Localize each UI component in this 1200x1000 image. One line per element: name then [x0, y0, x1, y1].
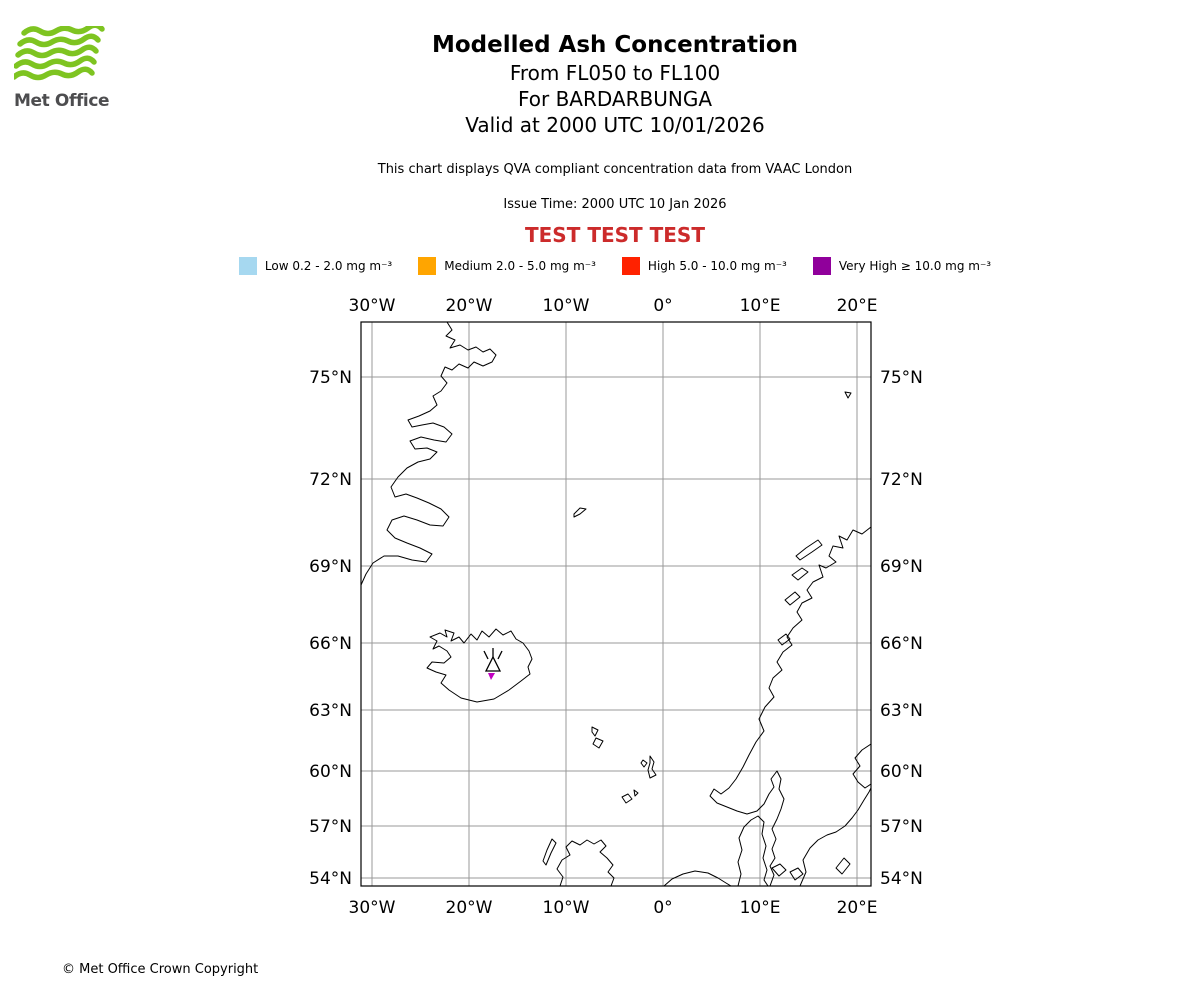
coastline-path — [591, 726, 599, 737]
coastline-path — [789, 867, 804, 881]
volcano-glyph — [484, 655, 502, 672]
coastline-path — [426, 628, 533, 703]
lat-label-left: 60°N — [309, 762, 352, 782]
volcano-glyph — [497, 650, 503, 660]
coastlines — [361, 322, 871, 886]
lon-label-bottom: 10°W — [543, 898, 590, 918]
coastline-path — [835, 857, 851, 875]
lat-label-right: 57°N — [880, 817, 923, 837]
met-office-logo: Met Office — [11, 22, 114, 111]
legend-swatch-medium — [418, 257, 437, 275]
coastline-path — [709, 526, 871, 886]
lat-label-left: 69°N — [309, 557, 352, 577]
legend-item-medium: Medium 2.0 - 5.0 mg m⁻³ — [418, 257, 596, 275]
legend-label-low: Low 0.2 - 2.0 mg m⁻³ — [264, 259, 393, 273]
issue-time: Issue Time: 2000 UTC 10 Jan 2026 — [503, 197, 727, 212]
lat-label-right: 66°N — [880, 634, 923, 654]
coastline-path — [592, 737, 604, 749]
header-block: Modelled Ash Concentration From FL050 to… — [30, 30, 1200, 275]
coastline-path — [844, 391, 852, 399]
subtitle-valid-time: Valid at 2000 UTC 10/01/2026 — [465, 113, 765, 137]
legend-item-very-high: Very High ≥ 10.0 mg m⁻³ — [812, 257, 992, 275]
lat-label-left: 63°N — [309, 701, 352, 721]
coastline-path — [771, 863, 787, 877]
lat-label-right: 60°N — [880, 762, 923, 782]
coastline-path — [542, 838, 557, 866]
coastline-path — [791, 567, 809, 581]
volcano-marker — [488, 673, 495, 680]
legend-item-high: High 5.0 - 10.0 mg m⁻³ — [621, 257, 787, 275]
volcano-glyph — [483, 650, 489, 660]
lon-label-top: 30°W — [349, 296, 396, 316]
coastline-path — [784, 591, 801, 606]
lat-label-left: 72°N — [309, 470, 352, 490]
lat-label-left: 75°N — [309, 368, 352, 388]
coastline-path — [777, 633, 791, 646]
coastline-path — [556, 839, 615, 886]
coastline-path — [621, 793, 633, 804]
coastline-path — [795, 539, 823, 561]
coastline-path — [852, 743, 871, 789]
lon-label-bottom: 0° — [653, 898, 672, 918]
coastline-path — [640, 759, 648, 768]
map-frame — [360, 321, 872, 887]
legend-swatch-very-high — [812, 257, 831, 275]
lon-label-top: 10°E — [740, 296, 781, 316]
legend-label-high: High 5.0 - 10.0 mg m⁻³ — [647, 259, 787, 273]
coastline-path — [573, 507, 587, 518]
coastline-path — [647, 755, 657, 779]
lat-label-right: 63°N — [880, 701, 923, 721]
subtitle-volcano: For BARDARBUNGA — [517, 87, 713, 111]
lat-label-left: 57°N — [309, 817, 352, 837]
page-title: Modelled Ash Concentration — [431, 32, 799, 58]
test-banner: TEST TEST TEST — [525, 223, 705, 247]
lat-label-right: 72°N — [880, 470, 923, 490]
coastline-path — [799, 787, 871, 886]
lon-label-bottom: 20°E — [837, 898, 878, 918]
legend: Low 0.2 - 2.0 mg m⁻³ Medium 2.0 - 5.0 mg… — [30, 257, 1200, 275]
lat-label-left: 66°N — [309, 634, 352, 654]
chart-description: This chart displays QVA compliant concen… — [377, 162, 853, 177]
lon-label-top: 20°W — [446, 296, 493, 316]
lat-label-left: 54°N — [309, 869, 352, 889]
copyright: © Met Office Crown Copyright — [62, 962, 259, 977]
lat-label-right: 75°N — [880, 368, 923, 388]
coastline-path — [633, 789, 639, 797]
subtitle-flight-levels: From FL050 to FL100 — [509, 61, 721, 85]
legend-label-very-high: Very High ≥ 10.0 mg m⁻³ — [838, 259, 992, 273]
met-office-wordmark: Met Office — [14, 91, 110, 111]
lon-label-top: 20°E — [837, 296, 878, 316]
legend-label-medium: Medium 2.0 - 5.0 mg m⁻³ — [444, 259, 596, 273]
coastline-path — [361, 322, 497, 586]
coastline-path — [663, 870, 732, 886]
coastline-path — [737, 815, 769, 886]
lon-label-top: 0° — [653, 296, 672, 316]
lon-label-top: 10°W — [543, 296, 590, 316]
legend-item-low: Low 0.2 - 2.0 mg m⁻³ — [238, 257, 393, 275]
lon-label-bottom: 20°W — [446, 898, 493, 918]
legend-swatch-high — [621, 257, 640, 275]
lat-label-right: 69°N — [880, 557, 923, 577]
lon-label-bottom: 10°E — [740, 898, 781, 918]
lat-label-right: 54°N — [880, 869, 923, 889]
met-office-waves-icon — [11, 22, 105, 81]
lon-label-bottom: 30°W — [349, 898, 396, 918]
volcano-symbol — [483, 648, 503, 680]
legend-swatch-low — [238, 257, 257, 275]
